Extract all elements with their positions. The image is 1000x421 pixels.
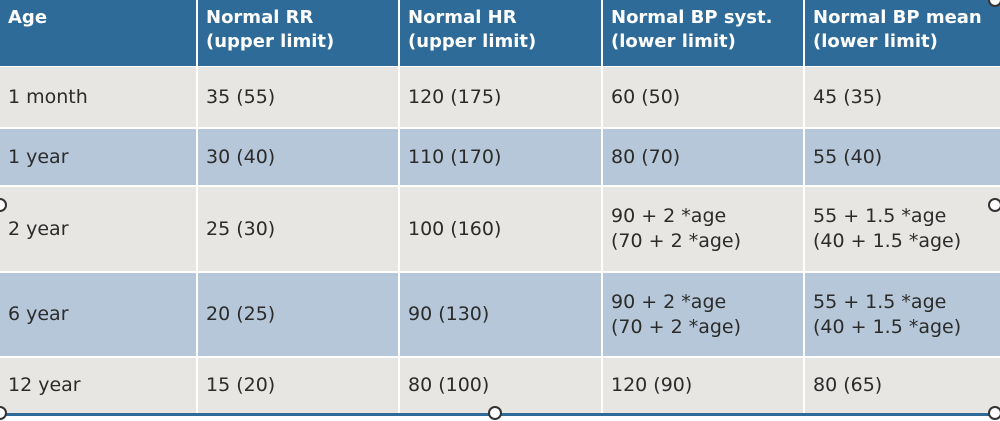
table-cell: 60 (50) (603, 67, 803, 127)
cell-text: 60 (50) (611, 85, 681, 108)
cell-text: 1 year (8, 145, 69, 168)
header-cell: Normal BP syst. (lower limit) (603, 0, 803, 66)
table-cell: 6 year (0, 273, 196, 356)
header-cell: Normal HR (upper limit) (400, 0, 601, 66)
cell-text: 2 year (8, 217, 69, 240)
table-cell: 2 year (0, 187, 196, 271)
header-cell: Normal RR (upper limit) (198, 0, 398, 66)
table-cell: 45 (35) (805, 67, 1000, 127)
cell-text: (upper limit) (408, 31, 537, 52)
table-cell: 12 year (0, 358, 196, 413)
cell-text: (40 + 1.5 *age) (813, 315, 962, 338)
table-cell: 90 + 2 *age (70 + 2 *age) (603, 273, 803, 356)
cell-text: 90 + 2 *age (611, 290, 727, 313)
table-cell: 1 year (0, 129, 196, 185)
cell-text: (40 + 1.5 *age) (813, 230, 962, 252)
cell-text: 100 (160) (408, 217, 502, 240)
cell-text: 1 month (8, 85, 88, 108)
cell-text: (lower limit) (813, 31, 938, 52)
cell-text: 90 + 2 *age (611, 205, 727, 227)
cell-text: 90 (130) (408, 303, 490, 325)
table-cell: 120 (175) (400, 67, 601, 127)
cell-text: 55 + 1.5 *age (813, 290, 947, 313)
table-cell: 15 (20) (198, 358, 398, 413)
cell-text: (upper limit) (206, 31, 335, 52)
cell-text: 20 (25) (206, 303, 276, 325)
cell-text: 80 (70) (611, 145, 681, 168)
resize-handle[interactable] (0, 198, 7, 212)
cell-text: 120 (90) (611, 374, 693, 396)
table-cell: 55 + 1.5 *age (40 + 1.5 *age) (805, 187, 1000, 271)
cell-text: (70 + 2 *age) (611, 230, 742, 252)
cell-text: 120 (175) (408, 85, 502, 108)
table-cell: 20 (25) (198, 273, 398, 356)
cell-text: 15 (20) (206, 374, 276, 396)
cell-text: 55 + 1.5 *age (813, 205, 947, 227)
resize-handle[interactable] (988, 0, 1000, 7)
cell-text: (70 + 2 *age) (611, 315, 742, 338)
table-cell: 90 + 2 *age (70 + 2 *age) (603, 187, 803, 271)
cell-text: Normal RR (206, 7, 314, 28)
cell-text: 6 year (8, 303, 69, 325)
cell-text: Normal HR (408, 7, 517, 28)
header-cell: Normal BP mean (lower limit) (805, 0, 1000, 66)
resize-handle[interactable] (988, 406, 1000, 420)
cell-text: 25 (30) (206, 217, 276, 240)
table-cell: 1 month (0, 67, 196, 127)
resize-handle[interactable] (0, 406, 7, 420)
table-cell: 55 + 1.5 *age (40 + 1.5 *age) (805, 273, 1000, 356)
cell-text: 80 (100) (408, 374, 490, 396)
cell-text: (lower limit) (611, 31, 736, 52)
table-cell: 110 (170) (400, 129, 601, 185)
table-cell: 25 (30) (198, 187, 398, 271)
table-cell: 80 (70) (603, 129, 803, 185)
table-cell: 90 (130) (400, 273, 601, 356)
cell-text: 110 (170) (408, 145, 502, 168)
cell-text: 30 (40) (206, 145, 276, 168)
table-cell: 35 (55) (198, 67, 398, 127)
table-cell: 100 (160) (400, 187, 601, 271)
resize-handle[interactable] (988, 198, 1000, 212)
table-cell: 80 (100) (400, 358, 601, 413)
cell-text: 80 (65) (813, 374, 883, 396)
cell-text: 55 (40) (813, 145, 883, 168)
header-cell: Age (0, 0, 196, 66)
cell-text: 12 year (8, 374, 81, 396)
table-cell: 120 (90) (603, 358, 803, 413)
cell-text: Age (8, 7, 48, 28)
cell-text: Normal BP mean (813, 7, 982, 28)
cell-text: 35 (55) (206, 85, 276, 108)
table-cell: 80 (65) (805, 358, 1000, 413)
cell-text: Normal BP syst. (611, 7, 773, 28)
resize-handle[interactable] (488, 406, 502, 420)
table-cell: 55 (40) (805, 129, 1000, 185)
table-cell: 30 (40) (198, 129, 398, 185)
cell-text: 45 (35) (813, 85, 883, 108)
